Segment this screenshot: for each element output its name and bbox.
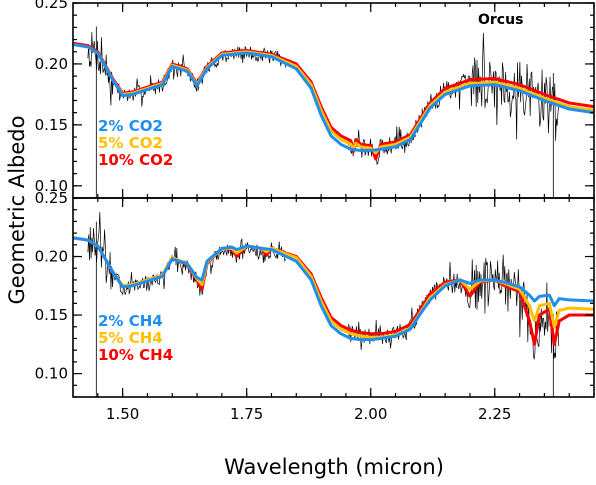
y-tick-label: 0.10 — [35, 365, 68, 383]
x-tick-label: 2.00 — [354, 405, 387, 423]
object-label: Orcus — [478, 12, 523, 28]
legend-entry: 10% CO2 — [98, 151, 173, 169]
y-tick-label: 0.25 — [35, 0, 68, 12]
y-tick-label: 0.15 — [35, 116, 68, 134]
observed-spectrum-segment — [348, 254, 560, 360]
panel-ch4: 0.10 0.15 0.20 0.25 1.50 1.75 2.00 2.25 2% CH4… — [35, 189, 595, 423]
y-tick-label: 0.15 — [35, 306, 68, 324]
y-tick-label: 0.25 — [35, 189, 68, 207]
model-curve-2-ch4 — [73, 236, 594, 342]
x-tick-label: 1.75 — [230, 405, 263, 423]
legend-entry: 5% CH4 — [98, 329, 163, 347]
model-curve-2-co2 — [73, 42, 594, 152]
y-tick-label: 0.20 — [35, 248, 68, 266]
legend-entry: 5% CO2 — [98, 134, 163, 152]
y-axis-label: Geometric Albedo — [5, 116, 29, 305]
legend-entry: 10% CH4 — [98, 346, 173, 364]
model-curves-bottom — [73, 236, 594, 346]
y-tick-label: 0.10 — [35, 177, 68, 195]
legend-entry: 2% CO2 — [98, 117, 163, 135]
x-tick-label: 1.50 — [106, 405, 139, 423]
model-curves-top — [73, 41, 594, 161]
panel-frame-bottom — [72, 197, 595, 398]
x-tick-label: 2.25 — [478, 405, 511, 423]
observed-spectrum-segment — [87, 212, 286, 296]
y-tick-label: 0.20 — [35, 55, 68, 73]
legend-entry: 2% CH4 — [98, 312, 163, 330]
x-axis-label: Wavelength (micron) — [224, 455, 444, 479]
